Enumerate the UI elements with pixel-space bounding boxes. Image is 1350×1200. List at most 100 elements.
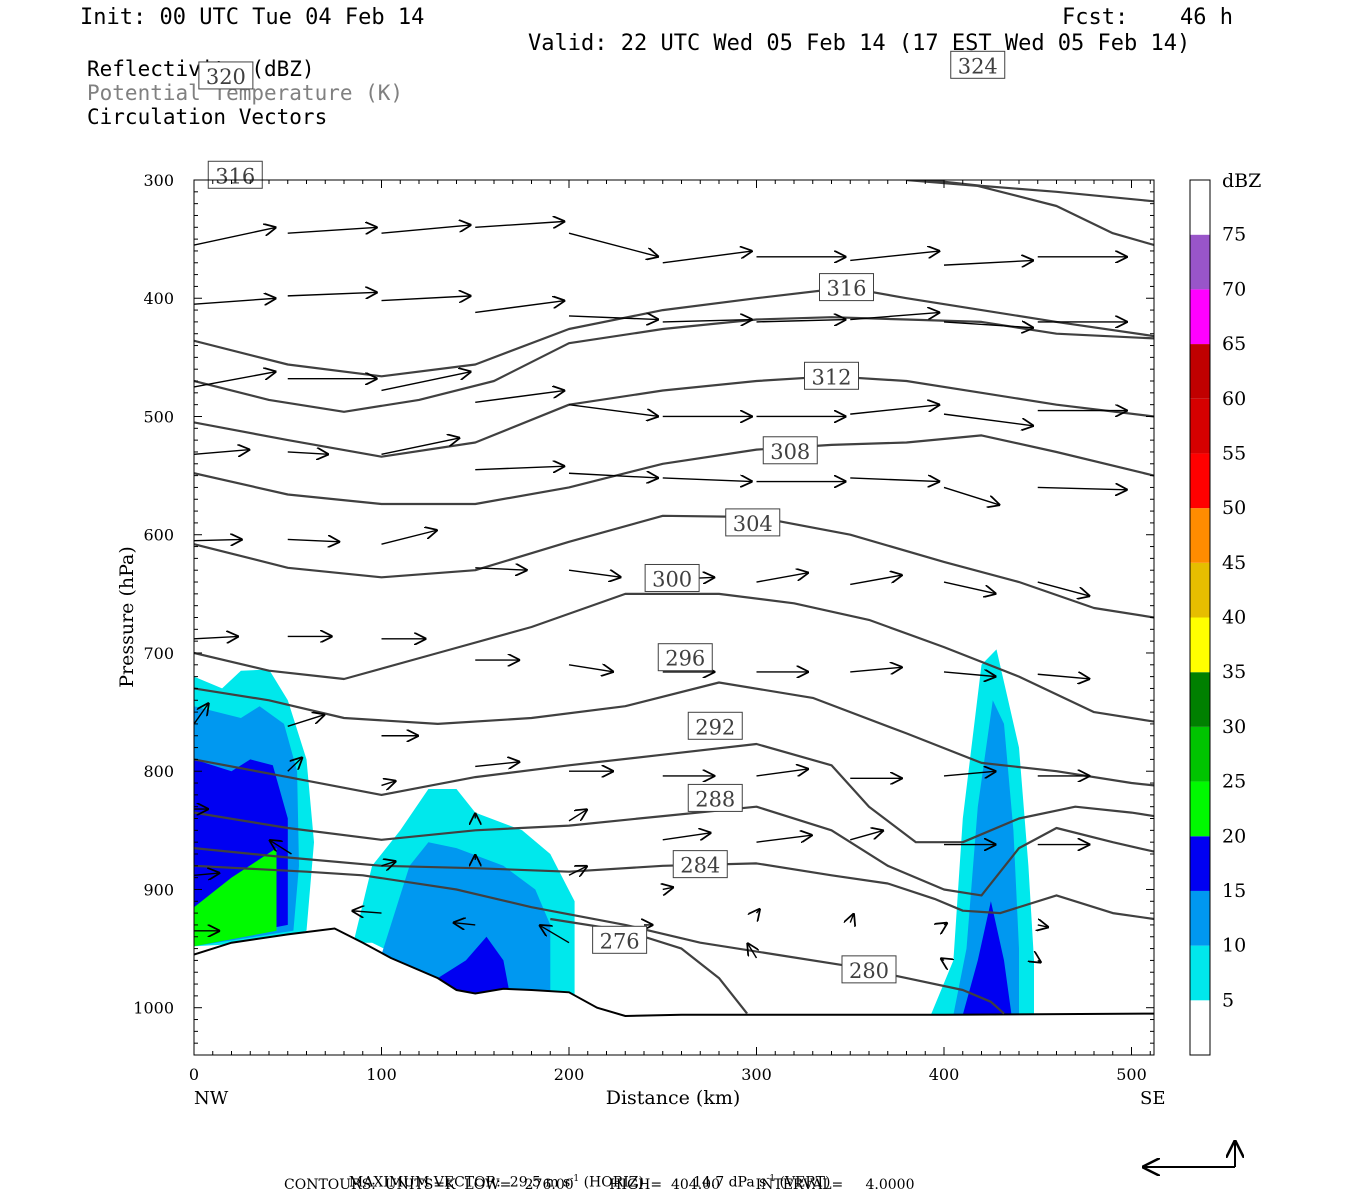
init-time: Init: 00 UTC Tue 04 Feb 14 [80,5,425,30]
circulation-vector [850,312,940,321]
colorbar-tick-label: 60 [1222,388,1246,410]
terrain-mask [194,928,1154,1055]
circulation-vector [943,771,997,776]
isentrope-label: 320 [206,65,246,89]
circulation-vector [381,530,438,545]
isentrope-label-box [762,436,818,465]
max-vector-label: MAXIMUM VECTOR: [348,1174,501,1191]
x-right-end-label: SE [1140,1088,1165,1109]
max-horiz-value: 29.5 m s [509,1174,571,1191]
circulation-vector [194,873,220,875]
colorbar-swatch [1190,234,1210,290]
circulation-vector [1038,925,1049,927]
circulation-vector [850,913,854,922]
circulation-vector [287,452,329,454]
isentrope-label-box [657,643,713,672]
circulation-vector [287,292,378,296]
isentrope-label-box [804,361,859,390]
y-tick-label: 900 [143,880,174,899]
circulation-vector [850,575,903,586]
circulation-vector [756,320,847,322]
circulation-vector [352,911,382,913]
isentrope-label-box [819,273,874,302]
x-left-end-label: NW [194,1088,229,1109]
isentrope-label: 300 [652,567,692,591]
circulation-vector [568,866,588,875]
circulation-vector [850,405,940,415]
colorbar-swatch [1190,562,1210,618]
circulation-vector [943,672,997,677]
colorbar-swatch [1190,672,1210,727]
y-tick-label: 500 [143,407,174,426]
circulation-vector [663,887,674,889]
circulation-vector [381,225,472,234]
colorbar-tick-label: 25 [1222,771,1246,793]
isentrope-label: 288 [695,787,735,811]
circulation-vector [662,478,753,482]
circulation-vector [194,703,209,725]
reflectivity-area [437,936,509,996]
circulation-vector [287,227,378,233]
isentrope-284 [194,847,1154,921]
circulation-vector [381,438,461,456]
isentrope-308 [194,434,1154,506]
colorbar-tick-label: 70 [1222,278,1246,300]
isentrope-label: 324 [958,54,998,78]
circulation-vector [381,781,397,786]
isentrope-label: 312 [811,365,851,389]
circulation-vector [850,830,884,841]
isentrope-label-box [592,925,648,954]
colorbar-swatch [1190,890,1210,946]
x-tick-label: 500 [1116,1065,1147,1084]
circulation-vector [756,573,810,583]
circulation-vector [475,762,520,767]
isentrope-316 [194,316,1154,413]
circulation-vector [381,296,472,301]
isentrope-label-box [687,783,743,812]
circulation-vector [475,568,528,570]
colorbar-tick-label: 35 [1222,661,1246,683]
legend-circulation-vectors: Circulation Vectors [87,105,328,129]
max-vert-tag: (VERT) [779,1174,831,1191]
colorbar-frame [1189,179,1211,1056]
circulation-vector [287,539,341,541]
x-tick-label: 300 [741,1065,772,1084]
colorbar-title: dBZ [1222,170,1261,192]
isentrope-label: 296 [665,647,705,671]
contours-info: CONTOURS: UNITS=K LOW= 276.00 HIGH= 404.… [284,1177,915,1193]
circulation-vector [943,413,1034,426]
circulation-vector [568,232,659,257]
isentrope-label-box [198,61,254,90]
isentrope-280 [194,864,1005,1015]
circulation-vector [1037,674,1091,679]
circulation-vector [756,835,813,842]
colorbar-swatch [1190,781,1210,837]
colorbar-swatch [1190,508,1210,563]
circulation-vector [850,667,903,672]
circulation-vector [944,923,948,925]
colorbar-swatch [1190,453,1210,509]
isentrope-320 [918,180,1154,203]
colorbar-swatch [1190,945,1210,1001]
colorbar-tick-label: 40 [1222,607,1246,629]
colorbar-swatch [1190,836,1210,891]
isentrope-label-box [687,711,743,740]
colorbar-tick-label: 10 [1222,935,1246,957]
isentrope-label-box [725,508,781,537]
colorbar-tick-label: 45 [1222,552,1246,574]
circulation-vector [568,665,614,672]
circulation-vector [381,861,397,866]
circulation-vector [194,450,250,455]
colorbar-swatch [1190,344,1210,399]
circulation-vector [194,298,277,304]
isentrope-label: 280 [849,959,889,983]
circulation-vector [1037,581,1091,596]
max-horiz-tag: (HORIZ) [583,1174,644,1191]
max-vector-line: MAXIMUM VECTOR: 29.5 m s-1 (HORIZ) 14.7 … [340,1158,831,1191]
max-vert-exp: -1 [766,1174,776,1184]
circulation-vector [940,958,944,960]
y-axis-label: Pressure (hPa) [116,546,138,688]
colorbar-swatch [1190,398,1210,454]
isentrope-288 [194,805,1154,897]
